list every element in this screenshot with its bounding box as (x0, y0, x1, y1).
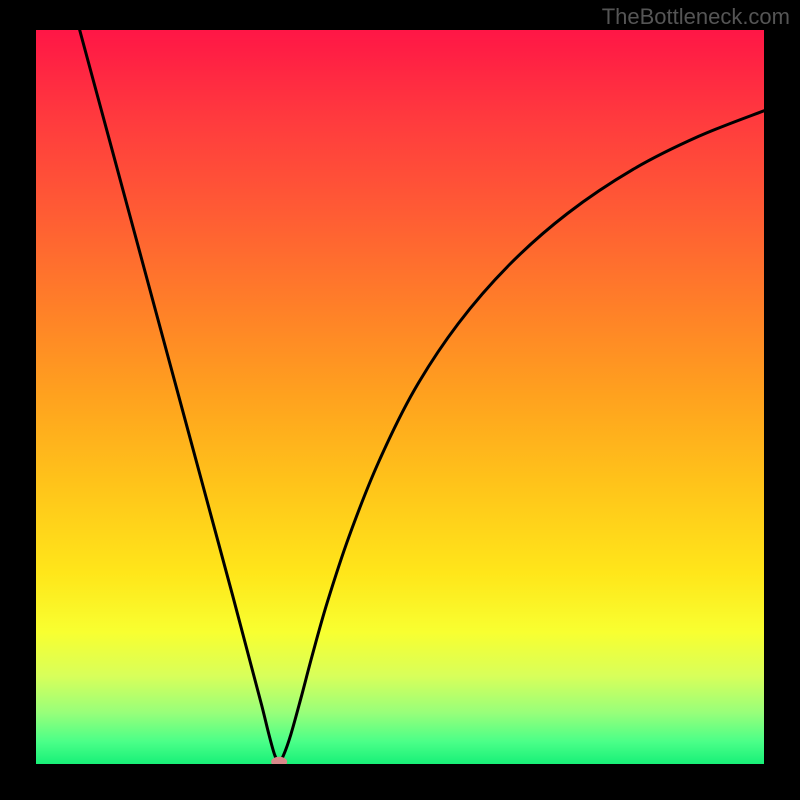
chart-svg (36, 30, 764, 764)
chart-container: TheBottleneck.com (0, 0, 800, 800)
watermark-text: TheBottleneck.com (602, 4, 790, 30)
bottleneck-curve (80, 30, 764, 762)
plot-area (36, 30, 764, 764)
optimal-point-marker (271, 757, 287, 764)
